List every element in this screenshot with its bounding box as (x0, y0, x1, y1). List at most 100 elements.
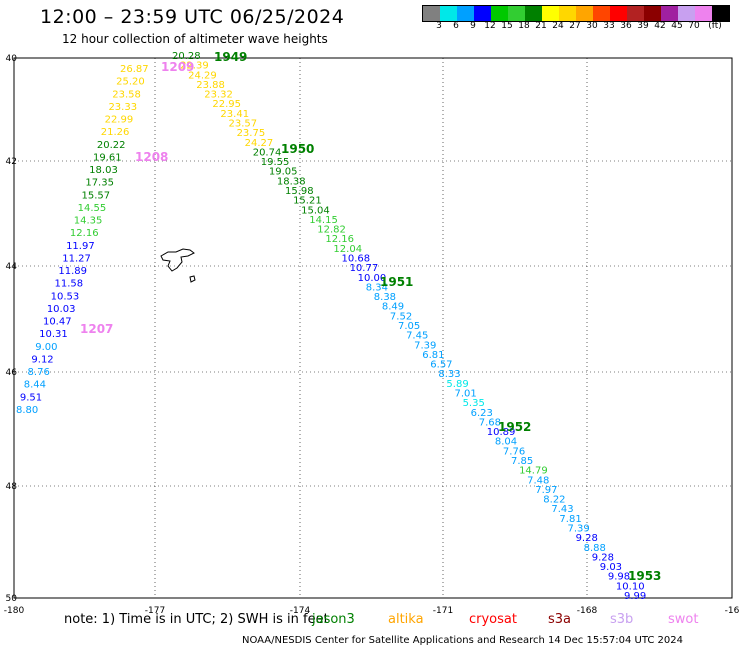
pass-time-label: 1949 (214, 50, 247, 64)
y-tick-label: 46 (6, 368, 18, 378)
swh-value-east: 8.38 (374, 292, 396, 303)
swh-value-west: 8.80 (16, 405, 38, 416)
colorbar-swatch (440, 6, 457, 21)
swh-value-east: 19.55 (261, 157, 290, 168)
swh-value-east: 7.01 (455, 389, 477, 400)
swh-value-east: 19.05 (269, 167, 298, 178)
swh-value-east: 10.00 (358, 273, 387, 284)
swh-value-east: 12.16 (325, 234, 354, 245)
swh-value-east: 15.04 (301, 205, 330, 216)
colorbar-label: 30 (586, 21, 598, 31)
swh-value-east: 23.88 (196, 80, 225, 91)
colorbar-swatch (610, 6, 627, 21)
swh-value-east: 9.28 (592, 552, 614, 563)
swh-value-east: 23.41 (220, 109, 249, 120)
swh-value-east: 12.04 (333, 244, 362, 255)
swh-value-east: 6.23 (471, 408, 493, 419)
swh-value-west: 10.31 (39, 329, 68, 340)
swh-value-west: 22.99 (105, 115, 134, 126)
colorbar-swatch (661, 6, 678, 21)
colorbar-swatch (644, 6, 661, 21)
x-tick-label: -177 (145, 606, 165, 616)
swh-value-east: 23.57 (229, 119, 258, 130)
colorbar-label: 3 (436, 21, 442, 31)
satellite-legend-entry: jason3 (312, 612, 355, 627)
swh-value-west: 9.12 (31, 354, 53, 365)
swh-value-west: 8.76 (28, 367, 50, 378)
track-east: 20.2822.3924.2923.8823.3222.9523.4123.57… (172, 51, 646, 602)
colorbar-swatch (695, 6, 712, 21)
swh-value-west: 10.47 (43, 317, 72, 328)
colorbar-label: 36 (620, 21, 632, 31)
footnote: note: 1) Time is in UTC; 2) SWH is in fe… (64, 612, 329, 627)
satellite-legend-entry: s3a (548, 612, 572, 627)
colorbar-label: 15 (501, 21, 513, 31)
swh-value-east: 12.82 (317, 225, 346, 236)
swh-value-west: 26.87 (120, 64, 149, 75)
satellite-legend-entry: cryosat (469, 612, 517, 627)
swh-value-east: 6.81 (422, 350, 444, 361)
swh-value-east: 7.76 (503, 446, 525, 457)
colorbar-label: 39 (637, 21, 649, 31)
colorbar-label: 33 (603, 21, 615, 31)
colorbar-label: 70 (688, 21, 700, 31)
swh-value-east: 5.35 (463, 398, 485, 409)
colorbar-swatch (559, 6, 576, 21)
swh-value-east: 10.89 (487, 427, 516, 438)
colorbar-swatch (491, 6, 508, 21)
swh-value-east: 9.98 (608, 572, 630, 583)
colorbar-label: 18 (518, 21, 530, 31)
swh-value-east: 22.39 (180, 61, 209, 72)
pass-time-label: 1209 (161, 60, 194, 74)
colorbar-swatch (542, 6, 559, 21)
colorbar-label: 9 (470, 21, 476, 31)
y-tick-label: 42 (6, 157, 17, 167)
swh-value-west: 21.26 (101, 127, 130, 138)
swh-value-west: 17.35 (85, 178, 114, 189)
swh-value-east: 23.75 (237, 128, 266, 139)
swh-value-west: 12.16 (70, 228, 99, 239)
satellite-legend-entry: s3b (610, 612, 634, 627)
swh-value-west: 25.20 (116, 77, 145, 88)
swh-value-east: 7.39 (568, 524, 590, 535)
pass-time-label: 1207 (80, 322, 113, 336)
y-tick-label: 40 (6, 54, 18, 64)
colorbar-swatch (593, 6, 610, 21)
axis-tick-labels: -180 -177 -174 -171 -168 -16 40 42 44 46 48 50 (4, 54, 740, 616)
swh-value-west: 23.33 (108, 102, 137, 113)
swh-value-west: 11.58 (55, 279, 84, 290)
swh-value-west: 11.97 (66, 241, 95, 252)
colorbar-swatch (525, 6, 542, 21)
wave-height-colorbar (422, 5, 730, 22)
swh-value-east: 9.99 (624, 591, 646, 602)
swh-value-east: 7.39 (414, 340, 436, 351)
colorbar-labels: 3 6 9 12 15 18 21 24 27 30 33 36 39 42 45 70 (ft) (422, 21, 740, 33)
colorbar-swatch (423, 6, 440, 21)
swh-value-west: 11.89 (58, 266, 87, 277)
swh-value-west: 9.00 (35, 342, 57, 353)
x-tick-label: -174 (290, 606, 311, 616)
colorbar-swatch (627, 6, 644, 21)
swh-value-east: 18.38 (277, 176, 306, 187)
swh-value-west: 20.22 (97, 140, 126, 151)
colorbar-swatch (712, 6, 729, 21)
swh-value-west: 14.35 (74, 216, 103, 227)
pass-time-label: 1953 (628, 569, 661, 583)
swh-value-west: 8.44 (24, 380, 46, 391)
swh-value-east: 7.97 (535, 485, 557, 496)
swh-value-east: 10.10 (616, 581, 645, 592)
colorbar-swatch (474, 6, 491, 21)
swh-value-east: 7.05 (398, 321, 420, 332)
swh-value-east: 7.81 (559, 514, 581, 525)
colorbar-swatch (678, 6, 695, 21)
swh-value-east: 7.43 (551, 504, 573, 515)
pass-time-label: 1208 (135, 150, 168, 164)
colorbar-label: 6 (453, 21, 459, 31)
x-tick-label: -16 (725, 606, 740, 616)
satellite-legend-entry: swot (668, 612, 699, 627)
swh-value-west: 19.61 (93, 152, 122, 163)
swh-value-east: 24.29 (188, 70, 217, 81)
credits-footer: NOAA/NESDIS Center for Satellite Applica… (242, 635, 684, 646)
swh-value-east: 8.04 (495, 437, 517, 448)
